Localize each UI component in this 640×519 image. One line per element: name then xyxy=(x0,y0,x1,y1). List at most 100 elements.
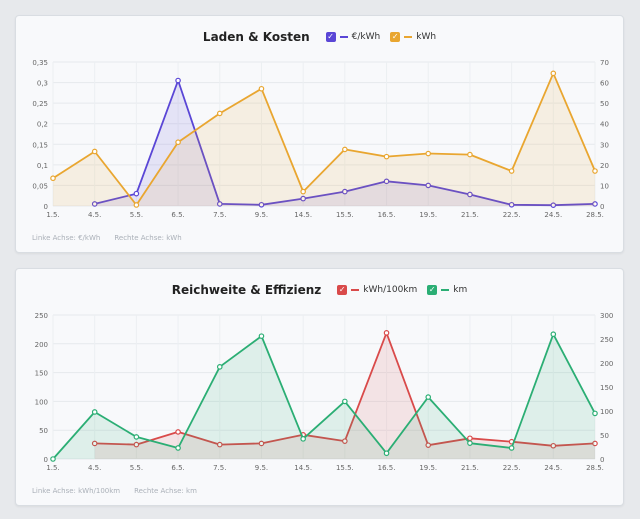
data-point xyxy=(425,394,432,400)
data-point xyxy=(175,139,181,146)
legend-label: km xyxy=(453,285,468,295)
checkbox-icon[interactable]: ✓ xyxy=(390,32,401,42)
line-swatch-icon xyxy=(441,289,450,291)
right-tick-label: 200 xyxy=(600,360,613,368)
chart-header: Laden & Kosten ✓ €/kWh ✓ kWh xyxy=(16,30,623,44)
left-axis-note: Linke Achse: €/kWh xyxy=(32,234,101,242)
data-point xyxy=(175,429,181,435)
right-tick-label: 0 xyxy=(600,203,604,211)
left-tick-label: 0,25 xyxy=(32,100,48,108)
data-point xyxy=(175,77,181,84)
x-tick-label: 4.5. xyxy=(88,211,101,219)
x-tick-label: 28.5. xyxy=(586,211,604,219)
right-tick-label: 300 xyxy=(600,312,613,320)
series-area xyxy=(94,332,595,459)
data-point xyxy=(300,436,306,442)
left-tick-label: 0,05 xyxy=(32,182,48,190)
right-axis-note: Rechte Achse: kWh xyxy=(114,234,182,242)
x-tick-label: 24.5. xyxy=(544,211,562,219)
x-tick-label: 9.5. xyxy=(255,211,268,219)
x-tick-label: 21.5. xyxy=(461,464,479,472)
data-point xyxy=(133,190,140,197)
series-area xyxy=(53,73,595,206)
left-tick-label: 0,15 xyxy=(32,141,48,149)
checkbox-icon[interactable]: ✓ xyxy=(427,285,438,295)
data-point xyxy=(592,410,598,417)
legend-item-kwh-100km[interactable]: ✓ kWh/100km xyxy=(337,285,417,295)
x-tick-label: 4.5. xyxy=(88,464,101,472)
legend-label: kWh/100km xyxy=(363,285,418,295)
data-point xyxy=(550,70,557,77)
right-tick-label: 50 xyxy=(600,432,609,440)
data-point xyxy=(91,201,98,207)
legend-label: kWh xyxy=(416,32,437,42)
x-tick-label: 24.5. xyxy=(544,464,562,472)
x-tick-label: 1.5. xyxy=(46,211,59,219)
data-point xyxy=(258,440,265,447)
data-point xyxy=(300,188,306,195)
legend-item-km[interactable]: ✓ km xyxy=(427,285,467,295)
x-tick-label: 14.5. xyxy=(294,464,312,472)
x-tick-label: 6.5. xyxy=(171,211,184,219)
x-tick-label: 6.5. xyxy=(171,464,184,472)
data-point xyxy=(550,202,557,208)
chart-header: Reichweite & Effizienz ✓ kWh/100km ✓ km xyxy=(16,283,623,297)
data-point xyxy=(550,442,557,449)
x-tick-label: 14.5. xyxy=(294,211,312,219)
right-tick-label: 10 xyxy=(600,182,609,190)
data-point xyxy=(258,85,265,92)
data-point xyxy=(383,178,390,185)
x-tick-label: 21.5. xyxy=(461,211,479,219)
data-point xyxy=(91,440,98,447)
data-point xyxy=(383,153,390,160)
data-point xyxy=(592,201,598,207)
data-point xyxy=(425,150,432,157)
range-efficiency-plot: 0 50 100 150 200 250 0 50 100 150 200 250 300 1.5. 4.5… xyxy=(35,312,614,472)
data-point xyxy=(133,434,140,440)
left-tick-label: 0 xyxy=(44,203,48,211)
right-axis-note: Rechte Achse: km xyxy=(134,487,197,495)
data-point xyxy=(425,182,432,189)
left-tick-label: 200 xyxy=(35,341,48,349)
checkbox-icon[interactable]: ✓ xyxy=(325,32,336,42)
left-tick-label: 50 xyxy=(39,427,48,435)
legend-item-kwh[interactable]: ✓ kWh xyxy=(390,32,436,42)
x-tick-label: 5.5. xyxy=(130,211,143,219)
data-point xyxy=(50,456,56,462)
data-point xyxy=(467,191,473,198)
data-point xyxy=(342,438,348,444)
data-point xyxy=(91,409,98,415)
x-tick-label: 16.5. xyxy=(378,464,396,472)
x-tick-label: 16.5. xyxy=(378,211,396,219)
data-point xyxy=(383,450,390,457)
data-point xyxy=(508,168,515,174)
data-point xyxy=(300,195,306,202)
data-point xyxy=(342,188,348,195)
left-tick-label: 250 xyxy=(35,312,48,320)
data-point xyxy=(550,331,557,337)
right-tick-label: 100 xyxy=(600,408,613,416)
data-point xyxy=(508,201,515,208)
data-point xyxy=(342,146,348,153)
left-tick-label: 0,2 xyxy=(37,121,48,129)
left-tick-label: 0,35 xyxy=(32,59,48,67)
data-point xyxy=(425,442,432,448)
x-tick-label: 5.5. xyxy=(130,464,143,472)
right-tick-label: 20 xyxy=(600,162,609,170)
checkbox-icon[interactable]: ✓ xyxy=(337,285,348,295)
data-point xyxy=(592,440,598,447)
x-tick-label: 19.5. xyxy=(419,211,437,219)
x-tick-label: 9.5. xyxy=(255,464,268,472)
right-tick-label: 30 xyxy=(600,141,609,149)
x-tick-label: 15.5. xyxy=(336,464,354,472)
data-point xyxy=(508,445,515,451)
legend-item-eur-kwh[interactable]: ✓ €/kWh xyxy=(325,32,380,42)
x-tick-label: 22.5. xyxy=(503,211,521,219)
right-tick-label: 250 xyxy=(600,336,613,344)
data-point xyxy=(175,445,181,451)
line-swatch-icon xyxy=(351,289,360,291)
data-point xyxy=(216,110,223,117)
line-swatch-icon xyxy=(339,36,348,38)
data-point xyxy=(258,201,265,208)
axis-notes: Linke Achse: kWh/100km Rechte Achse: km xyxy=(32,487,197,495)
